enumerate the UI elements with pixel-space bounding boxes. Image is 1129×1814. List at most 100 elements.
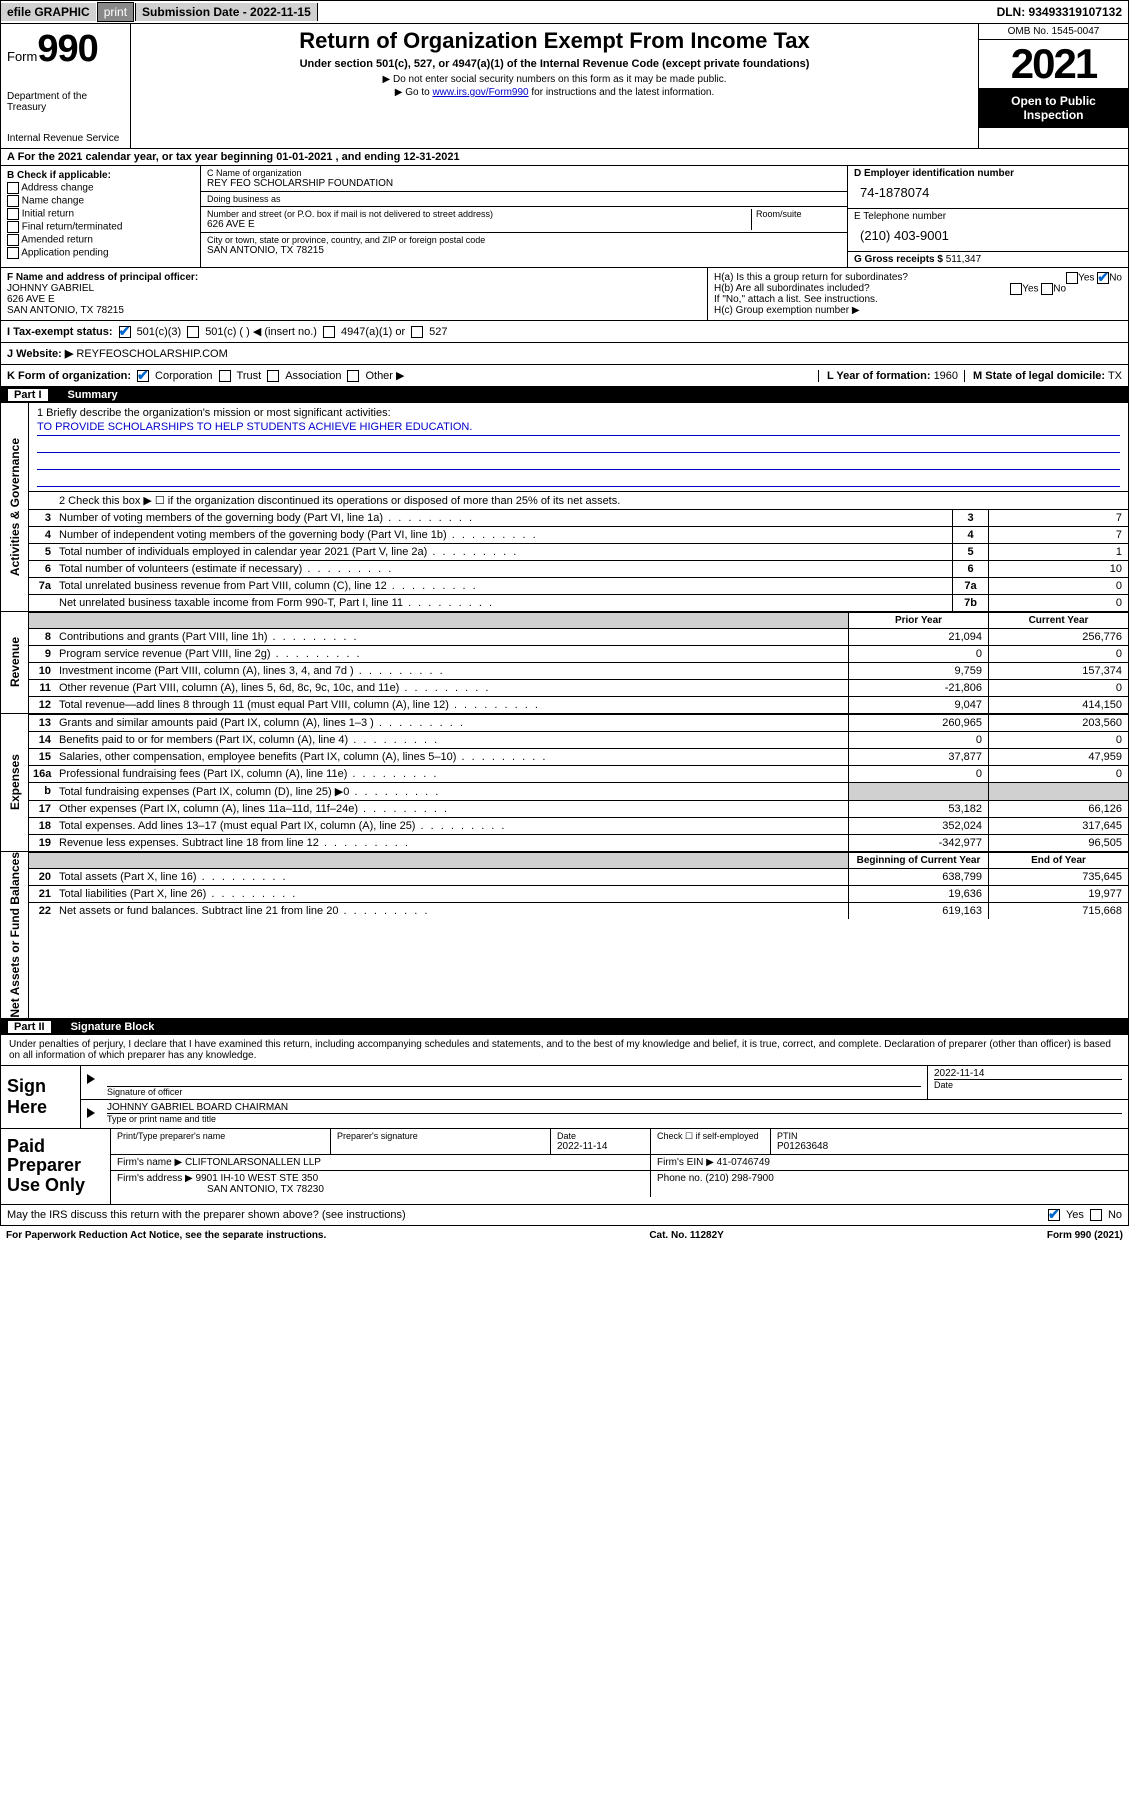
dba-label: Doing business as	[207, 194, 841, 204]
ptin-value: P01263648	[777, 1141, 1122, 1152]
type-name-label: Type or print name and title	[107, 1113, 1122, 1124]
part2-title: Signature Block	[71, 1021, 155, 1033]
summary-row: 15Salaries, other compensation, employee…	[29, 748, 1128, 765]
print-button[interactable]: print	[97, 2, 134, 22]
date-label: Date	[934, 1079, 1122, 1090]
website-value: REYFEOSCHOLARSHIP.COM	[76, 348, 227, 360]
form-header: Form990 Department of the Treasury Inter…	[0, 24, 1129, 149]
mission-block: 1 Briefly describe the organization's mi…	[29, 403, 1128, 491]
summary-row: 17Other expenses (Part IX, column (A), l…	[29, 800, 1128, 817]
current-year-hdr: Current Year	[988, 613, 1128, 628]
j-label: J Website: ▶	[7, 348, 73, 360]
goto-note: ▶ Go to www.irs.gov/Form990 for instruct…	[139, 87, 970, 98]
hb-no-chk[interactable]	[1041, 283, 1053, 295]
street-address: 626 AVE E	[207, 219, 751, 230]
row-j-website: J Website: ▶ REYFEOSCHOLARSHIP.COM	[0, 343, 1129, 365]
e-phone-label: E Telephone number	[854, 211, 1122, 222]
phone-value: (210) 403-9001	[854, 222, 1122, 249]
chk-527[interactable]	[411, 326, 423, 338]
officer-addr1: 626 AVE E	[7, 294, 701, 305]
tax-year: 2021	[979, 40, 1128, 88]
irs-link[interactable]: www.irs.gov/Form990	[432, 87, 528, 98]
h-group-return: H(a) Is this a group return for subordin…	[708, 268, 1128, 320]
form-title: Return of Organization Exempt From Incom…	[139, 28, 970, 54]
chk-amended-return[interactable]: Amended return	[7, 234, 194, 246]
chk-association[interactable]	[267, 370, 279, 382]
sig-officer-label: Signature of officer	[107, 1086, 921, 1097]
chk-corporation[interactable]	[137, 370, 149, 382]
discuss-yes-chk[interactable]	[1048, 1209, 1060, 1221]
chk-501c[interactable]	[187, 326, 199, 338]
state-domicile: TX	[1108, 370, 1122, 382]
firm-ein: 41-0746749	[717, 1157, 770, 1168]
summary-row: 9Program service revenue (Part VIII, lin…	[29, 645, 1128, 662]
chk-address-change[interactable]: Address change	[7, 182, 194, 194]
paid-preparer-label: Paid Preparer Use Only	[1, 1129, 111, 1204]
chk-501c3[interactable]	[119, 326, 131, 338]
g-gross-label: G Gross receipts $	[854, 254, 943, 265]
summary-row: 20Total assets (Part X, line 16)638,7997…	[29, 868, 1128, 885]
line-2: 2 Check this box ▶ ☐ if the organization…	[29, 491, 1128, 509]
discuss-no-chk[interactable]	[1090, 1209, 1102, 1221]
summary-row: 13Grants and similar amounts paid (Part …	[29, 714, 1128, 731]
net-assets-section: Net Assets or Fund Balances Beginning of…	[0, 852, 1129, 1019]
form-number: 990	[37, 28, 97, 70]
revenue-col-header: Prior Year Current Year	[29, 612, 1128, 628]
header-mid: Return of Organization Exempt From Incom…	[131, 24, 978, 148]
submission-date: Submission Date - 2022-11-15	[135, 3, 318, 21]
row-klm: K Form of organization: Corporation Trus…	[0, 365, 1129, 387]
firm-phone: (210) 298-7900	[705, 1173, 773, 1184]
governance-section: Activities & Governance 1 Briefly descri…	[0, 403, 1129, 612]
summary-row: bTotal fundraising expenses (Part IX, co…	[29, 782, 1128, 800]
paperwork-notice: For Paperwork Reduction Act Notice, see …	[6, 1230, 326, 1241]
officer-addr2: SAN ANTONIO, TX 78215	[7, 305, 701, 316]
sign-here-label: Sign Here	[1, 1066, 81, 1128]
firm-addr1: 9901 IH-10 WEST STE 350	[196, 1173, 319, 1184]
hb-note: If "No," attach a list. See instructions…	[714, 294, 1122, 305]
summary-row: 3Number of voting members of the governi…	[29, 509, 1128, 526]
paid-preparer-row: Paid Preparer Use Only Print/Type prepar…	[1, 1128, 1128, 1204]
ha-no-chk[interactable]	[1097, 272, 1109, 284]
chk-initial-return[interactable]: Initial return	[7, 208, 194, 220]
chk-trust[interactable]	[219, 370, 231, 382]
gross-receipts-value: 511,347	[946, 254, 981, 265]
ha-yes-chk[interactable]	[1066, 272, 1078, 284]
summary-row: 14Benefits paid to or for members (Part …	[29, 731, 1128, 748]
chk-application-pending[interactable]: Application pending	[7, 247, 194, 259]
b-label: B Check if applicable:	[7, 170, 194, 181]
tab-expenses: Expenses	[1, 714, 29, 851]
city-label: City or town, state or province, country…	[207, 235, 841, 245]
section-fh: F Name and address of principal officer:…	[0, 268, 1129, 321]
chk-4947[interactable]	[323, 326, 335, 338]
form-subtitle: Under section 501(c), 527, or 4947(a)(1)…	[139, 58, 970, 70]
chk-name-change[interactable]: Name change	[7, 195, 194, 207]
summary-row: 10Investment income (Part VIII, column (…	[29, 662, 1128, 679]
prior-year-hdr: Prior Year	[848, 613, 988, 628]
top-bar: efile GRAPHIC print Submission Date - 20…	[0, 0, 1129, 24]
k-label: K Form of organization:	[7, 370, 131, 382]
summary-row: 12Total revenue—add lines 8 through 11 (…	[29, 696, 1128, 713]
tab-governance: Activities & Governance	[1, 403, 29, 611]
year-formation: 1960	[934, 370, 958, 382]
header-right: OMB No. 1545-0047 2021 Open to Public In…	[978, 24, 1128, 148]
summary-row: 6Total number of volunteers (estimate if…	[29, 560, 1128, 577]
form-label: Form	[7, 49, 37, 64]
addr-label: Number and street (or P.O. box if mail i…	[207, 209, 751, 219]
col-d-e-g: D Employer identification number 74-1878…	[848, 166, 1128, 267]
section-bcd: B Check if applicable: Address change Na…	[0, 166, 1129, 268]
hb-yes-chk[interactable]	[1010, 283, 1022, 295]
summary-row: 16aProfessional fundraising fees (Part I…	[29, 765, 1128, 782]
revenue-section: Revenue Prior Year Current Year 8Contrib…	[0, 612, 1129, 714]
part1-num: Part I	[8, 389, 48, 401]
perjury-declaration: Under penalties of perjury, I declare th…	[1, 1035, 1128, 1065]
i-label: I Tax-exempt status:	[7, 326, 113, 338]
part1-header: Part I Summary	[0, 387, 1129, 403]
summary-row: 4Number of independent voting members of…	[29, 526, 1128, 543]
efile-label: efile GRAPHIC	[1, 3, 96, 21]
l-label: L Year of formation:	[827, 370, 931, 382]
chk-final-return[interactable]: Final return/terminated	[7, 221, 194, 233]
chk-other[interactable]	[347, 370, 359, 382]
row-a-tax-year: A For the 2021 calendar year, or tax yea…	[0, 149, 1129, 166]
ssn-note: ▶ Do not enter social security numbers o…	[139, 74, 970, 85]
self-employed-chk[interactable]: Check ☐ if self-employed	[657, 1131, 764, 1142]
